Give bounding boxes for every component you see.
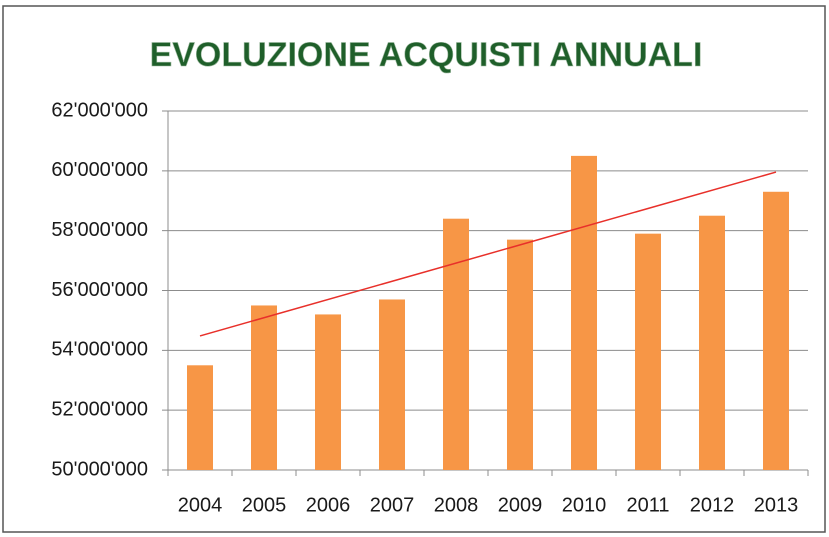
y-tick-label: 50'000'000 [51,458,148,480]
x-tick-label: 2008 [434,494,479,516]
x-tick-label: 2013 [754,494,799,516]
x-tick-label: 2004 [178,494,223,516]
bar [251,305,277,470]
y-tick-label: 52'000'000 [51,398,148,420]
bar [763,191,789,470]
y-tick-label: 56'000'000 [51,279,148,301]
y-tick-label: 58'000'000 [51,219,148,241]
bar [507,239,533,470]
bar [315,314,341,470]
y-tick-label: 62'000'000 [51,99,148,121]
bar [187,365,213,470]
bar [379,299,405,470]
x-tick-label: 2007 [370,494,415,516]
chart-frame [2,5,826,533]
bar [571,155,597,470]
bar [443,218,469,470]
bar [635,233,661,470]
x-tick-label: 2012 [690,494,735,516]
bar [699,215,725,470]
y-tick-label: 54'000'000 [51,339,148,361]
x-tick-label: 2005 [242,494,287,516]
x-tick-label: 2009 [498,494,543,516]
x-tick-label: 2011 [626,494,669,516]
chart-title: EVOLUZIONE ACQUISTI ANNUALI [150,36,703,74]
x-tick-label: 2010 [562,494,607,516]
y-tick-label: 60'000'000 [51,159,148,181]
trend-line [199,171,777,337]
x-tick-label: 2006 [306,494,351,516]
